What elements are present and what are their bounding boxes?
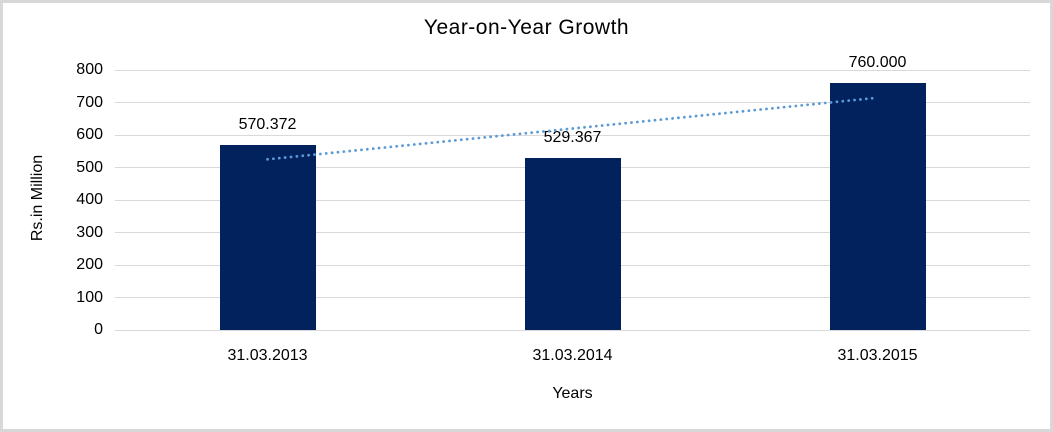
y-tick-label-500: 500: [76, 158, 103, 176]
x-tick-label-31.03.2015: 31.03.2015: [837, 347, 918, 364]
bar-31.03.2013: [219, 144, 316, 330]
y-tick-label-100: 100: [76, 288, 103, 306]
y-tick-label-800: 800: [76, 61, 103, 78]
y-tick-label-700: 700: [76, 93, 103, 111]
y-tick-label-0: 0: [94, 321, 103, 338]
gridline-0: [115, 329, 1030, 331]
x-axis-title: Years: [552, 385, 593, 402]
x-tick-label-31.03.2014: 31.03.2014: [532, 347, 613, 364]
bar-value-label-31.03.2013: 570.372: [238, 115, 297, 133]
bar-31.03.2014: [524, 157, 621, 330]
bar-value-label-31.03.2014: 529.367: [543, 128, 602, 146]
bar-31.03.2015: [829, 83, 926, 330]
y-tick-label-400: 400: [76, 191, 103, 208]
chart-title: Year-on-Year Growth: [423, 16, 630, 39]
bar-value-label-31.03.2015: 760.000: [848, 54, 907, 71]
y-tick-label-200: 200: [76, 256, 103, 273]
x-tick-label-31.03.2013: 31.03.2013: [227, 347, 308, 364]
gridline-800: [115, 69, 1030, 71]
y-tick-label-300: 300: [76, 223, 103, 241]
y-tick-label-600: 600: [76, 126, 103, 143]
